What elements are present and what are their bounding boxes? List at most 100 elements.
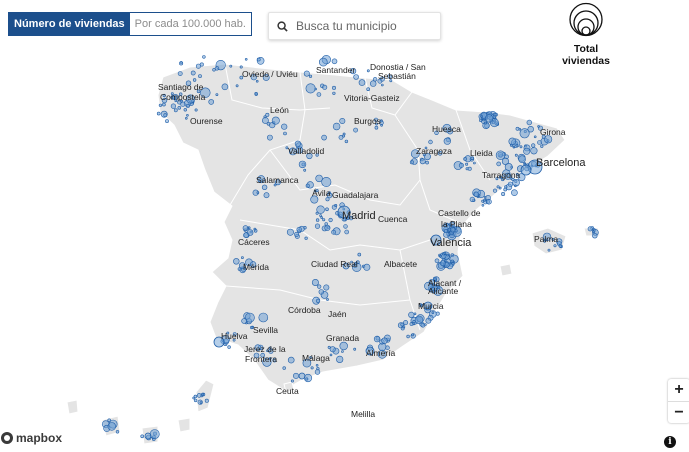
housing-dot[interactable] xyxy=(183,108,188,112)
housing-dot[interactable] xyxy=(303,373,313,383)
housing-dot[interactable] xyxy=(531,143,536,148)
housing-dot[interactable] xyxy=(213,336,225,348)
housing-dot[interactable] xyxy=(156,111,161,116)
housing-dot[interactable] xyxy=(373,335,381,343)
housing-dot[interactable] xyxy=(204,398,209,403)
housing-dot[interactable] xyxy=(319,214,322,217)
housing-dot[interactable] xyxy=(257,175,266,184)
housing-dot[interactable] xyxy=(540,144,544,148)
housing-dot[interactable] xyxy=(328,217,333,223)
housing-dot[interactable] xyxy=(495,177,499,181)
housing-dot[interactable] xyxy=(292,372,299,379)
housing-dot[interactable] xyxy=(298,160,307,169)
housing-dot[interactable] xyxy=(239,75,244,80)
housing-dot[interactable] xyxy=(422,153,426,157)
housing-dot[interactable] xyxy=(262,357,272,367)
housing-dot[interactable] xyxy=(202,55,206,59)
housing-dot[interactable] xyxy=(185,103,190,108)
housing-dot[interactable] xyxy=(200,87,211,98)
housing-dot[interactable] xyxy=(519,145,523,149)
housing-dot[interactable] xyxy=(185,80,192,86)
toggle-por-habitantes[interactable]: Por cada 100.000 hab. xyxy=(129,13,251,35)
housing-dot[interactable] xyxy=(339,118,346,125)
housing-dot[interactable] xyxy=(326,298,329,301)
housing-dot[interactable] xyxy=(324,222,328,226)
housing-dot[interactable] xyxy=(161,97,168,104)
housing-dot[interactable] xyxy=(411,333,415,337)
housing-dot[interactable] xyxy=(409,160,414,165)
housing-dot[interactable] xyxy=(242,225,249,231)
housing-dot[interactable] xyxy=(285,146,289,150)
housing-dot[interactable] xyxy=(315,153,319,157)
housing-dot[interactable] xyxy=(358,79,366,86)
housing-dot[interactable] xyxy=(221,83,229,91)
housing-dot[interactable] xyxy=(149,429,160,439)
housing-dot[interactable] xyxy=(317,284,322,289)
housing-dot[interactable] xyxy=(305,83,316,94)
housing-dot[interactable] xyxy=(196,89,201,94)
housing-dot[interactable] xyxy=(530,147,538,155)
housing-dot[interactable] xyxy=(263,192,270,199)
housing-dot[interactable] xyxy=(443,137,451,145)
housing-dot[interactable] xyxy=(450,227,456,233)
zoom-in-button[interactable]: + xyxy=(674,381,684,398)
housing-dot[interactable] xyxy=(325,207,329,212)
housing-dot[interactable] xyxy=(473,161,476,165)
housing-dot[interactable] xyxy=(406,334,410,339)
housing-dot[interactable] xyxy=(518,155,526,163)
housing-dot[interactable] xyxy=(186,94,196,104)
housing-dot[interactable] xyxy=(420,322,426,328)
housing-dot[interactable] xyxy=(372,77,378,82)
housing-dot[interactable] xyxy=(514,184,517,188)
housing-dot[interactable] xyxy=(254,344,262,352)
housing-dot[interactable] xyxy=(140,434,144,439)
housing-dot[interactable] xyxy=(355,260,360,265)
housing-dot[interactable] xyxy=(185,117,188,120)
housing-dot[interactable] xyxy=(238,262,246,269)
mapbox-logo[interactable]: mapbox xyxy=(0,431,62,445)
housing-dot[interactable] xyxy=(321,177,332,188)
housing-dot[interactable] xyxy=(232,338,236,342)
housing-dot[interactable] xyxy=(334,204,338,208)
housing-dot[interactable] xyxy=(436,282,440,287)
housing-dot[interactable] xyxy=(309,356,313,359)
housing-dot[interactable] xyxy=(261,184,268,191)
housing-dot[interactable] xyxy=(342,262,350,270)
housing-dot[interactable] xyxy=(177,71,183,76)
housing-dot[interactable] xyxy=(419,158,426,165)
housing-dot[interactable] xyxy=(508,137,517,146)
housing-dot[interactable] xyxy=(310,366,314,370)
housing-dot[interactable] xyxy=(314,223,321,229)
housing-dot[interactable] xyxy=(322,84,328,90)
municipality-search-box[interactable] xyxy=(268,12,441,40)
housing-dot[interactable] xyxy=(179,92,183,96)
housing-dot[interactable] xyxy=(507,181,514,187)
housing-dot[interactable] xyxy=(158,103,162,107)
housing-dot[interactable] xyxy=(162,102,166,107)
housing-dot[interactable] xyxy=(363,263,371,271)
housing-dot[interactable] xyxy=(380,83,384,87)
housing-dot[interactable] xyxy=(375,122,378,126)
housing-dot[interactable] xyxy=(517,173,526,182)
housing-dot[interactable] xyxy=(592,233,598,239)
housing-dot[interactable] xyxy=(214,66,220,71)
housing-dot[interactable] xyxy=(414,315,424,325)
housing-dot[interactable] xyxy=(437,151,443,156)
housing-dot[interactable] xyxy=(370,80,377,87)
housing-dot[interactable] xyxy=(315,218,320,222)
housing-dot[interactable] xyxy=(357,252,362,257)
housing-dot[interactable] xyxy=(170,92,174,96)
housing-dot[interactable] xyxy=(201,392,205,396)
housing-dot[interactable] xyxy=(162,93,166,98)
housing-dot[interactable] xyxy=(192,78,197,82)
housing-dot[interactable] xyxy=(353,347,357,351)
housing-dot[interactable] xyxy=(302,358,312,368)
housing-dot[interactable] xyxy=(470,156,475,160)
housing-dot[interactable] xyxy=(437,286,441,290)
housing-dot[interactable] xyxy=(144,432,152,440)
housing-dot[interactable] xyxy=(322,218,326,222)
housing-dot[interactable] xyxy=(443,224,447,228)
housing-dot[interactable] xyxy=(316,92,322,97)
housing-dot[interactable] xyxy=(473,191,480,198)
